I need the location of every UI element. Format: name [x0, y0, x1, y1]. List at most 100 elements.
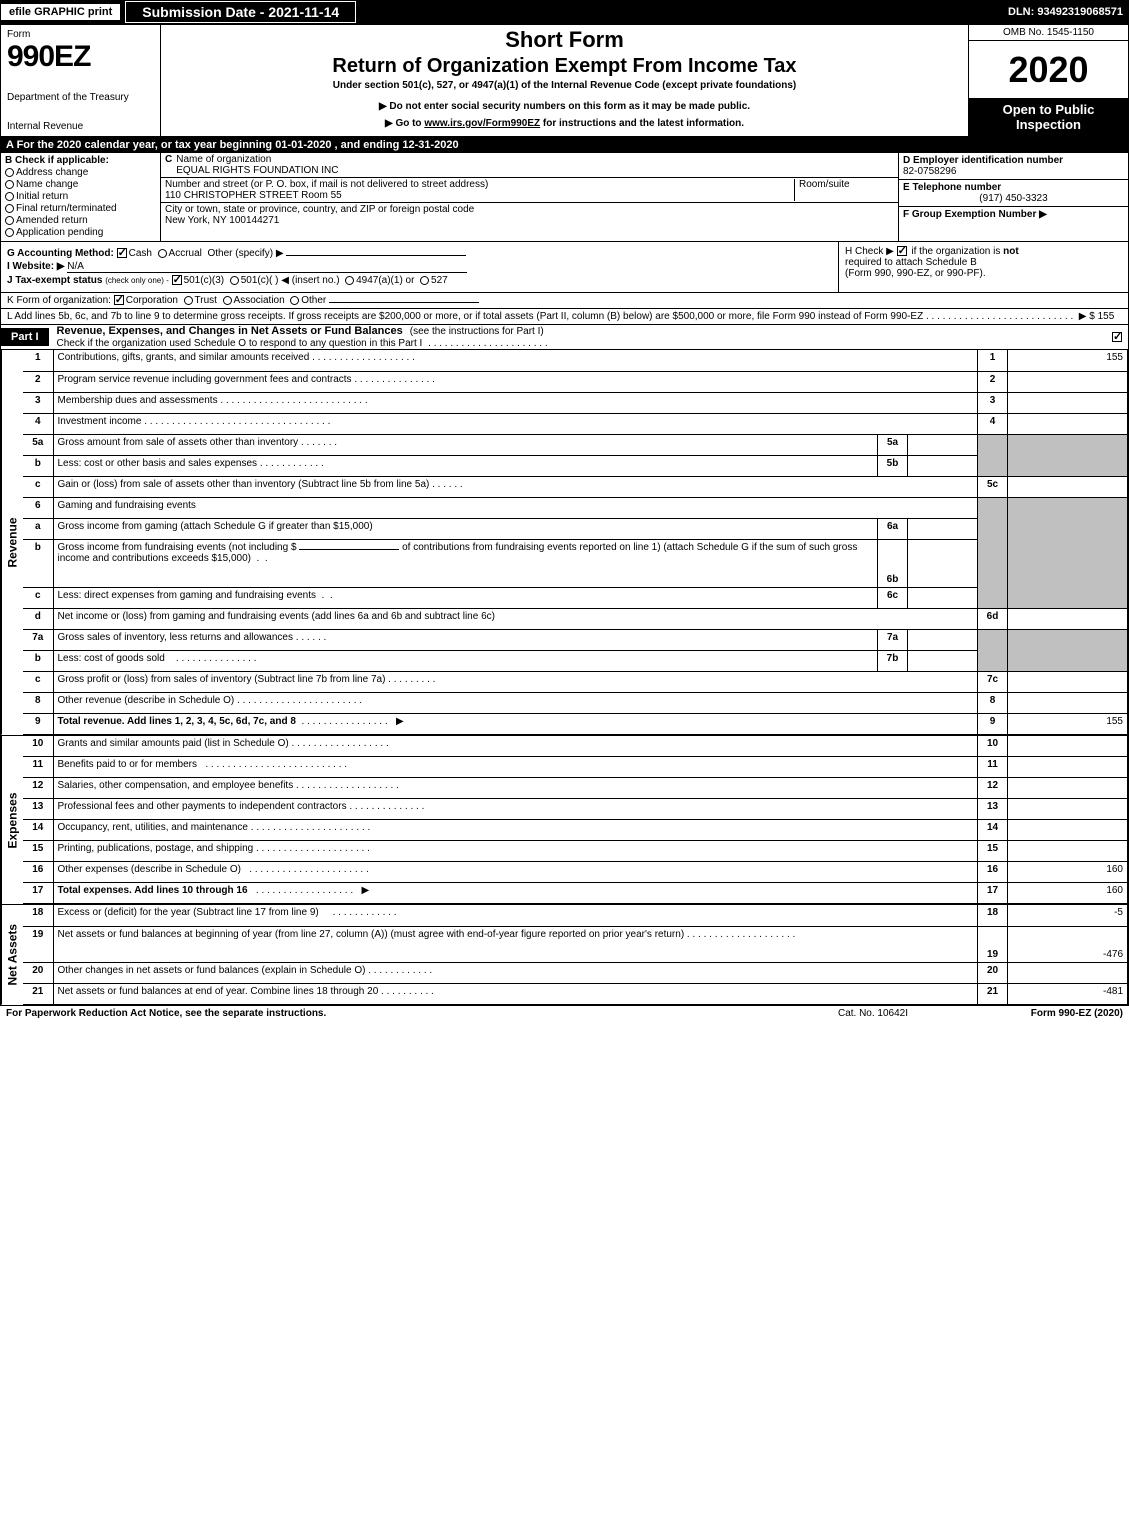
goto-post: for instructions and the latest informat… [540, 118, 744, 129]
table-row: 10Grants and similar amounts paid (list … [23, 736, 1128, 757]
c-label: C [165, 154, 172, 176]
table-row: cLess: direct expenses from gaming and f… [23, 587, 1128, 608]
chk-amended[interactable]: Amended return [5, 215, 156, 226]
city-row: City or town, state or province, country… [161, 203, 898, 227]
table-row: 15Printing, publications, postage, and s… [23, 841, 1128, 862]
table-row: 20Other changes in net assets or fund ba… [23, 962, 1128, 983]
form-title: Return of Organization Exempt From Incom… [169, 55, 960, 78]
header-right: OMB No. 1545-1150 2020 Open to Public In… [968, 25, 1128, 136]
city-value: New York, NY 100144271 [165, 215, 474, 226]
form-header: Form 990EZ Department of the Treasury In… [0, 24, 1129, 137]
footer-right: Form 990-EZ (2020) [973, 1008, 1123, 1019]
l-arrow: ▶ $ [1079, 311, 1095, 322]
info-block: B Check if applicable: Address change Na… [0, 153, 1129, 242]
chk-application-pending[interactable]: Application pending [5, 227, 156, 238]
part1-checkline: Check if the organization used Schedule … [57, 338, 423, 349]
j-501c-radio[interactable] [230, 276, 239, 285]
line-g: G Accounting Method: Cash Accrual Other … [7, 248, 832, 259]
k-label: K Form of organization: [7, 295, 111, 306]
table-row: 4Investment income . . . . . . . . . . .… [23, 413, 1128, 434]
revenue-section: Revenue 1Contributions, gifts, grants, a… [0, 350, 1129, 736]
table-row: 1Contributions, gifts, grants, and simil… [23, 350, 1128, 371]
part1-tag: Part I [1, 328, 49, 346]
revenue-side-label: Revenue [1, 350, 23, 735]
ein-value: 82-0758296 [903, 166, 1124, 177]
k-other-radio[interactable] [290, 296, 299, 305]
chk-initial-return[interactable]: Initial return [5, 191, 156, 202]
table-row: 12Salaries, other compensation, and empl… [23, 778, 1128, 799]
form-number: 990EZ [7, 40, 154, 74]
netassets-table: 18Excess or (deficit) for the year (Subt… [23, 905, 1128, 1005]
phone-value: (917) 450-3323 [903, 193, 1124, 204]
omb-number: OMB No. 1545-1150 [969, 25, 1128, 41]
misc-right: H Check ▶ if the organization is not req… [838, 242, 1128, 292]
j-label: J Tax-exempt status [7, 275, 102, 286]
expenses-side-label: Expenses [1, 736, 23, 905]
ssn-warning: ▶ Do not enter social security numbers o… [169, 101, 960, 112]
goto-link[interactable]: www.irs.gov/Form990EZ [424, 118, 540, 129]
table-row: cGain or (loss) from sale of assets othe… [23, 476, 1128, 497]
j-4947-radio[interactable] [345, 276, 354, 285]
k-trust-radio[interactable] [184, 296, 193, 305]
table-row: 8Other revenue (describe in Schedule O) … [23, 692, 1128, 713]
under-section: Under section 501(c), 527, or 4947(a)(1)… [169, 80, 960, 91]
line-i: I Website: ▶ N/A [7, 261, 832, 273]
col-c: C Name of organization EQUAL RIGHTS FOUN… [161, 153, 898, 241]
efile-label[interactable]: efile GRAPHIC print [0, 3, 121, 21]
footer-left: For Paperwork Reduction Act Notice, see … [6, 1008, 773, 1019]
expenses-section: Expenses 10Grants and similar amounts pa… [0, 736, 1129, 906]
top-bar: efile GRAPHIC print Submission Date - 20… [0, 0, 1129, 24]
page-footer: For Paperwork Reduction Act Notice, see … [0, 1006, 1129, 1021]
chk-address-change[interactable]: Address change [5, 167, 156, 178]
submission-date: Submission Date - 2021-11-14 [125, 1, 356, 23]
table-row: bLess: cost of goods sold . . . . . . . … [23, 650, 1128, 671]
table-row: 7aGross sales of inventory, less returns… [23, 629, 1128, 650]
table-row: 17Total expenses. Add lines 10 through 1… [23, 883, 1128, 904]
g-cash-checkbox[interactable] [117, 248, 127, 258]
h-label: H Check ▶ [845, 246, 894, 257]
j-527-radio[interactable] [420, 276, 429, 285]
group-exemption-label: F Group Exemption Number ▶ [903, 209, 1047, 220]
addr-row: Number and street (or P. O. box, if mail… [161, 178, 898, 203]
header-center: Short Form Return of Organization Exempt… [161, 25, 968, 136]
city-label: City or town, state or province, country… [165, 204, 474, 215]
misc-left: G Accounting Method: Cash Accrual Other … [1, 242, 838, 292]
l-value: 155 [1098, 311, 1115, 322]
i-label: I Website: ▶ [7, 261, 65, 272]
part1-sub: (see the instructions for Part I) [410, 326, 544, 337]
part1-title: Revenue, Expenses, and Changes in Net As… [57, 325, 403, 337]
footer-cat-no: Cat. No. 10642I [773, 1008, 973, 1019]
table-row: 16Other expenses (describe in Schedule O… [23, 862, 1128, 883]
line-j: J Tax-exempt status (check only one) - 5… [7, 275, 832, 286]
dln-label: DLN: 93492319068571 [1008, 6, 1129, 18]
ein-row: D Employer identification number 82-0758… [899, 153, 1128, 180]
revenue-table: 1Contributions, gifts, grants, and simil… [23, 350, 1128, 735]
phone-label: E Telephone number [903, 182, 1124, 193]
g-accrual-radio[interactable] [158, 249, 167, 258]
addr-label: Number and street (or P. O. box, if mail… [165, 179, 790, 190]
j-501c3-checkbox[interactable] [172, 275, 182, 285]
table-row: 19Net assets or fund balances at beginni… [23, 926, 1128, 962]
table-row: aGross income from gaming (attach Schedu… [23, 518, 1128, 539]
table-row: 6Gaming and fundraising events [23, 497, 1128, 518]
netassets-section: Net Assets 18Excess or (deficit) for the… [0, 905, 1129, 1006]
header-left: Form 990EZ Department of the Treasury In… [1, 25, 161, 136]
chk-name-change[interactable]: Name change [5, 179, 156, 190]
col-b-header: B Check if applicable: [5, 155, 109, 166]
h-checkbox[interactable] [897, 246, 907, 256]
website-value: N/A [67, 261, 467, 273]
k-corp-checkbox[interactable] [114, 295, 124, 305]
phone-row: E Telephone number (917) 450-3323 [899, 180, 1128, 207]
tax-year: 2020 [969, 41, 1128, 98]
dept-treasury: Department of the Treasury [7, 92, 154, 103]
dept-irs: Internal Revenue [7, 121, 154, 132]
netassets-side-label: Net Assets [1, 905, 23, 1005]
goto-pre: ▶ Go to [385, 118, 424, 129]
group-exemption-row: F Group Exemption Number ▶ [899, 207, 1128, 222]
table-row: dNet income or (loss) from gaming and fu… [23, 608, 1128, 629]
chk-final-return[interactable]: Final return/terminated [5, 203, 156, 214]
k-assoc-radio[interactable] [223, 296, 232, 305]
open-public: Open to Public Inspection [969, 98, 1128, 136]
part1-schedule-o-checkbox[interactable] [1112, 332, 1122, 342]
table-row: 21Net assets or fund balances at end of … [23, 983, 1128, 1004]
